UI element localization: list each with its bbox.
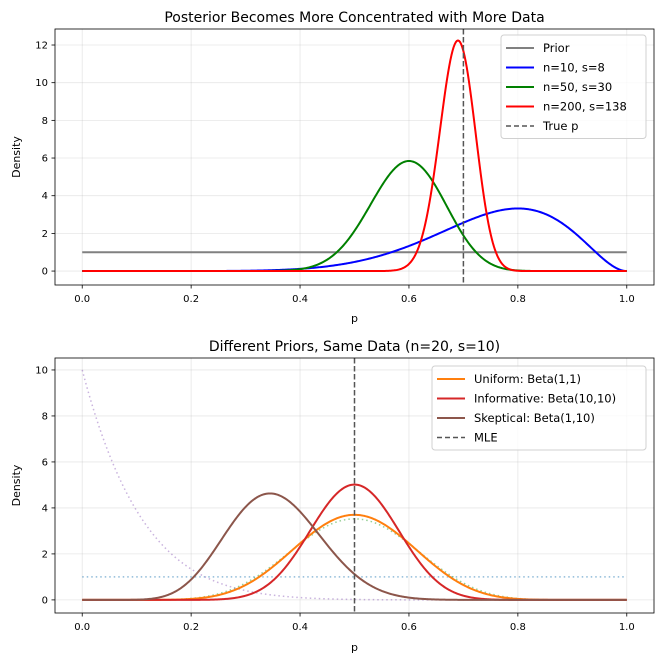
series-line-2	[82, 207, 627, 273]
plot-area	[82, 29, 627, 285]
chart-title: Different Priors, Same Data (n=20, s=10)	[209, 339, 500, 355]
x-tick-label: 0.0	[74, 622, 90, 633]
x-tick-label: 0.8	[510, 622, 526, 633]
y-axis-label: Density	[10, 136, 23, 178]
x-tick-label: 0.2	[183, 622, 199, 633]
y-tick-label: 8	[42, 411, 48, 422]
y-tick-label: 4	[42, 191, 48, 202]
x-tick-label: 0.8	[510, 294, 526, 305]
legend-label: Prior	[543, 41, 570, 55]
legend-label: Uniform: Beta(1,1)	[474, 372, 581, 386]
y-tick-label: 0	[42, 595, 48, 606]
plot-area	[81, 358, 627, 613]
y-tick-label: 10	[35, 365, 48, 376]
legend-frame	[431, 365, 647, 451]
legend-label: n=50, s=30	[543, 80, 612, 94]
legend-label: Skeptical: Beta(1,10)	[474, 411, 595, 425]
y-axis-label: Density	[10, 464, 23, 506]
legend-label: n=10, s=8	[543, 61, 605, 75]
y-tick-label: 0	[42, 267, 48, 278]
chart-title: Posterior Becomes More Concentrated with…	[164, 10, 544, 26]
y-tick-label: 10	[35, 78, 48, 89]
x-tick-label: 0.0	[74, 294, 90, 305]
series-line-3	[82, 160, 627, 273]
x-tick-label: 0.2	[183, 294, 199, 305]
x-tick-label: 0.6	[401, 294, 417, 305]
x-tick-label: 1.0	[619, 294, 635, 305]
y-tick-label: 6	[42, 457, 48, 468]
y-tick-label: 2	[42, 549, 48, 560]
legend-label: n=200, s=138	[543, 100, 627, 114]
legend-label: Informative: Beta(10,10)	[474, 392, 616, 406]
legend: Prior n=10, s=8 n=50, s=30 n=200, s=138 True…	[500, 34, 647, 139]
chart-2: 0.0 0.2 0.4 0.6 0.8 1.0 0 2 4 6 8 10 Different Prior…	[10, 339, 655, 654]
x-axis-label: p	[351, 641, 358, 654]
y-tick-label: 8	[42, 116, 48, 127]
y-tick-label: 2	[42, 229, 48, 240]
x-tick-label: 1.0	[619, 622, 635, 633]
legend-label: True p	[542, 119, 578, 133]
axes-frame	[54, 357, 655, 614]
axes-frame	[54, 28, 655, 286]
x-tick-label: 0.4	[292, 294, 308, 305]
x-tick-label: 0.6	[401, 622, 417, 633]
legend: Uniform: Beta(1,1) Informative: Beta(10,1…	[431, 365, 647, 451]
y-tick-label: 4	[42, 503, 48, 514]
y-tick-label: 12	[35, 41, 48, 52]
y-tick-label: 6	[42, 154, 48, 165]
x-axis-label: p	[351, 312, 358, 325]
series-line-4	[82, 39, 627, 273]
legend-label: MLE	[474, 431, 498, 445]
x-tick-label: 0.4	[292, 622, 308, 633]
legend-frame	[500, 34, 647, 139]
chart-1: 0.0 0.2 0.4 0.6 0.8 1.0 0 2 4 6 8 10 12 Posterior Bec…	[10, 10, 655, 325]
